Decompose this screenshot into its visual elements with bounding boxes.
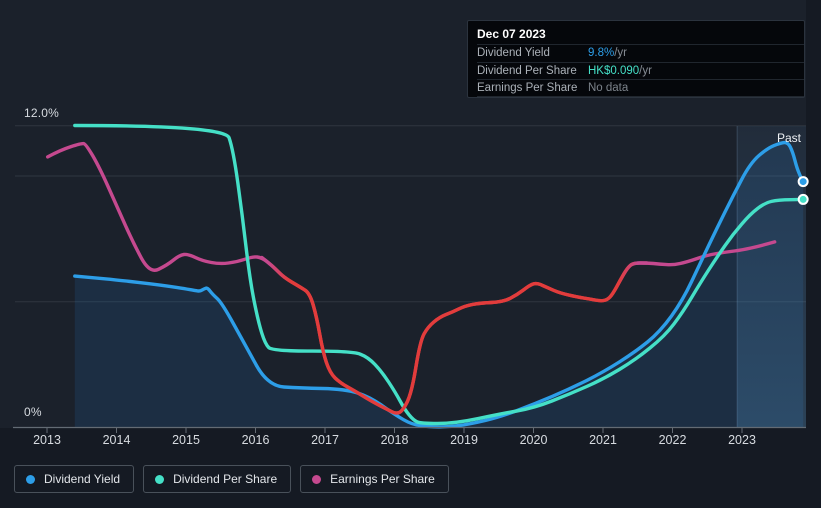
dividend-per-share-end-marker[interactable]	[797, 193, 809, 205]
x-tick-label: 2020	[519, 433, 548, 447]
y-axis-max-label: 12.0%	[24, 106, 60, 120]
tooltip-value-suffix: /yr	[614, 47, 627, 59]
tooltip-row-dividend-yield: Dividend Yield 9.8% /yr	[477, 44, 804, 62]
tooltip-value: HK$0.090	[588, 64, 640, 77]
chart-legend: Dividend Yield Dividend Per Share Earnin…	[14, 465, 449, 493]
tooltip-value: No data	[588, 82, 629, 94]
tooltip-date: Dec 07 2023	[477, 27, 546, 41]
dividend-per-share-line	[73, 123, 805, 426]
x-tick-label: 2016	[241, 433, 270, 447]
past-region	[737, 126, 806, 428]
dividend-yield-end-marker[interactable]	[797, 176, 809, 188]
legend-item-earnings-per-share[interactable]: Earnings Per Share	[300, 465, 449, 493]
x-tick-label: 2023	[728, 433, 756, 447]
dividend-yield-area	[74, 142, 804, 428]
x-tick-label: 2017	[311, 433, 339, 447]
dividend-yield-dot-icon	[26, 474, 35, 484]
x-tick-label: 2013	[33, 433, 61, 447]
legend-item-dividend-per-share[interactable]: Dividend Per Share	[143, 465, 292, 493]
tooltip-value-suffix: /yr	[639, 64, 652, 77]
legend-label: Earnings Per Share	[330, 472, 435, 486]
tooltip-row-earnings-per-share: Earnings Per Share No data	[477, 79, 804, 97]
x-tick-label: 2015	[172, 433, 200, 447]
tooltip-row-dividend-per-share: Dividend Per Share HK$0.090 /yr	[477, 61, 804, 80]
y-axis-min-label: 0%	[24, 405, 42, 419]
x-tick-label: 2018	[380, 433, 409, 447]
x-tick-label: 2022	[658, 433, 687, 447]
tooltip-label: Dividend Per Share	[477, 64, 577, 77]
tooltip-value: 9.8%	[588, 47, 615, 59]
dividend-per-share-dot-icon	[155, 474, 165, 484]
past-region-label: Past	[776, 131, 801, 145]
tooltip-label: Dividend Yield	[477, 47, 550, 59]
dividend-yield-line	[73, 140, 805, 429]
earnings-per-share-dot-icon	[312, 474, 322, 484]
chart-tooltip: Dec 07 2023 Dividend Yield 9.8% /yr Divi…	[467, 20, 805, 98]
x-tick-label: 2014	[102, 433, 131, 447]
x-tick-label: 2019	[450, 433, 478, 447]
tooltip-label: Earnings Per Share	[477, 82, 578, 94]
legend-item-dividend-yield[interactable]: Dividend Yield	[14, 465, 135, 493]
earnings-per-share-red-segment	[260, 255, 649, 415]
x-tick-label: 2021	[589, 433, 617, 447]
legend-label: Dividend Yield	[44, 472, 121, 486]
legend-label: Dividend Per Share	[173, 472, 278, 486]
